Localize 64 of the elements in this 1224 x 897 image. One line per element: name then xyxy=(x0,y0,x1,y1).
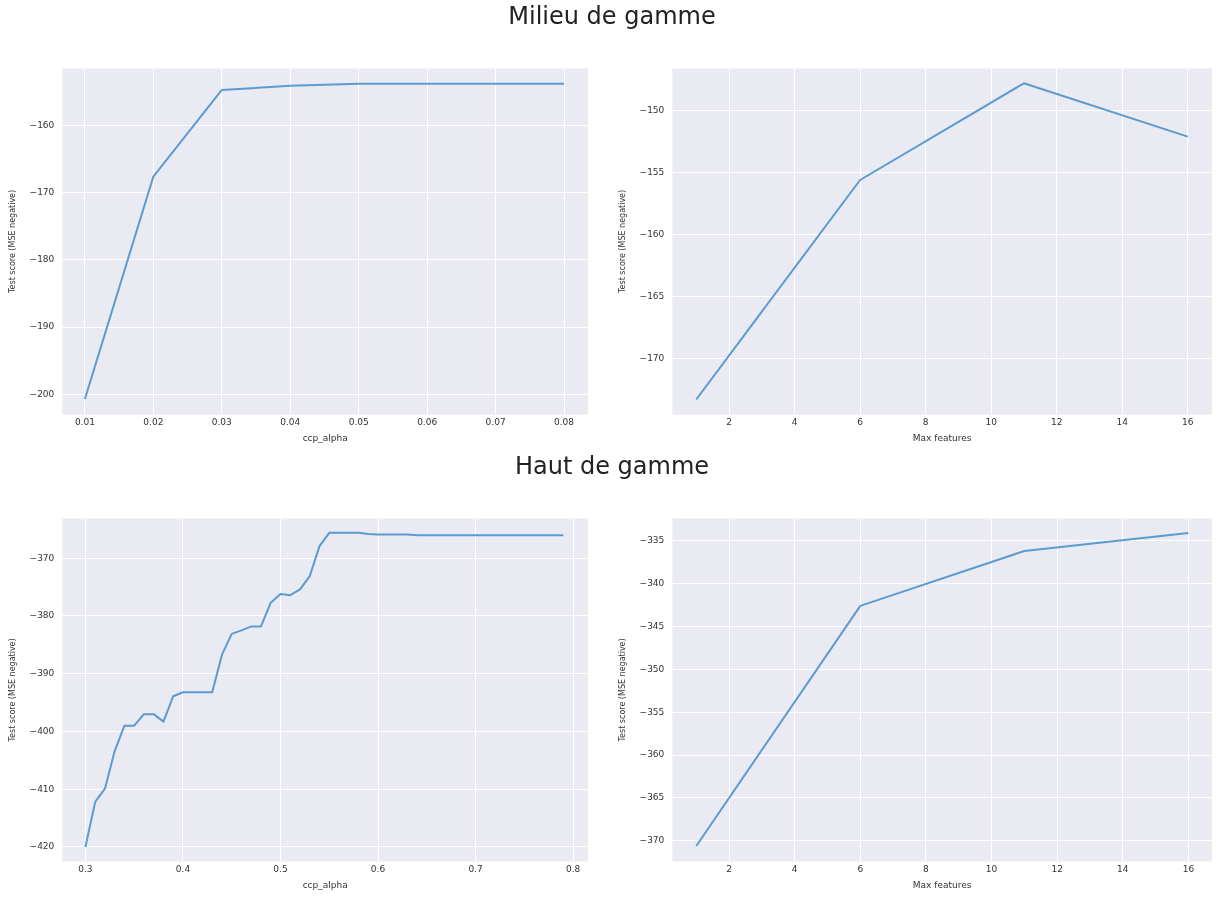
y-tick-label: −410 xyxy=(29,783,55,794)
y-tick-label: −160 xyxy=(639,228,665,239)
x-tick-label: 0.08 xyxy=(554,417,575,428)
x-tick-label: 0.01 xyxy=(74,417,95,428)
x-axis-title: ccp_alpha xyxy=(302,879,348,890)
y-tick-label: −420 xyxy=(29,841,55,852)
y-tick-label: −390 xyxy=(29,668,55,679)
y-tick-label: −345 xyxy=(639,620,665,631)
y-tick-label: −150 xyxy=(639,104,665,115)
x-tick-label: 0.04 xyxy=(280,417,301,428)
x-tick-label: 4 xyxy=(791,864,798,875)
x-tick-label: 12 xyxy=(1050,417,1063,428)
y-tick-label: −360 xyxy=(639,749,665,760)
x-tick-label: 16 xyxy=(1182,417,1194,428)
x-tick-label: 12 xyxy=(1051,864,1063,875)
y-axis-title: Test score (MSE negative) xyxy=(7,638,17,743)
x-tick-label: 0.5 xyxy=(273,864,288,875)
x-tick-label: 10 xyxy=(985,417,998,428)
x-tick-label: 6 xyxy=(857,417,864,428)
x-tick-label: 10 xyxy=(985,864,998,875)
x-tick-label: 0.6 xyxy=(370,864,386,875)
chart-title: Milieu de gamme xyxy=(507,2,717,30)
y-tick-label: −155 xyxy=(639,166,665,177)
y-tick-label: −190 xyxy=(29,321,55,332)
y-tick-label: −335 xyxy=(639,535,665,546)
x-tick-label: 6 xyxy=(857,864,864,875)
x-tick-label: 14 xyxy=(1116,417,1129,428)
y-tick-label: −350 xyxy=(639,663,665,674)
y-axis-title: Test score (MSE negative) xyxy=(617,638,627,743)
y-tick-label: −400 xyxy=(29,725,55,736)
x-tick-label: 0.7 xyxy=(468,864,483,875)
x-tick-label: 0.07 xyxy=(485,417,506,428)
x-tick-label: 0.3 xyxy=(78,864,93,875)
y-tick-label: −370 xyxy=(29,552,55,563)
y-tick-label: −170 xyxy=(639,352,665,363)
y-tick-label: −200 xyxy=(29,388,55,399)
x-tick-label: 0.4 xyxy=(175,864,191,875)
y-tick-label: −170 xyxy=(29,187,55,198)
x-tick-label: 2 xyxy=(726,864,732,875)
y-axis-title: Test score (MSE negative) xyxy=(7,189,17,294)
x-axis-title: ccp_alpha xyxy=(302,432,348,443)
chart-title: Haut de gamme xyxy=(513,452,711,480)
x-tick-label: 0.05 xyxy=(348,417,369,428)
x-axis-title: Max features xyxy=(912,879,972,890)
x-axis-title: Max features xyxy=(912,432,972,443)
x-tick-label: 0.03 xyxy=(211,417,232,428)
y-tick-label: −340 xyxy=(639,577,665,588)
x-tick-label: 0.02 xyxy=(143,417,164,428)
y-tick-label: −180 xyxy=(29,254,55,265)
y-tick-label: −370 xyxy=(639,835,665,846)
x-tick-label: 2 xyxy=(726,417,732,428)
x-tick-label: 8 xyxy=(922,417,929,428)
y-tick-label: −365 xyxy=(639,792,665,803)
y-tick-label: −380 xyxy=(29,610,55,621)
x-tick-label: 4 xyxy=(791,417,798,428)
x-tick-label: 0.06 xyxy=(417,417,438,428)
x-tick-label: 16 xyxy=(1182,864,1195,875)
x-tick-label: 0.8 xyxy=(565,864,581,875)
y-tick-label: −355 xyxy=(639,706,665,717)
y-tick-label: −165 xyxy=(639,290,665,301)
x-tick-label: 14 xyxy=(1117,864,1129,875)
x-tick-label: 8 xyxy=(923,864,930,875)
y-axis-title: Test score (MSE negative) xyxy=(617,189,627,294)
y-tick-label: −160 xyxy=(29,119,55,130)
